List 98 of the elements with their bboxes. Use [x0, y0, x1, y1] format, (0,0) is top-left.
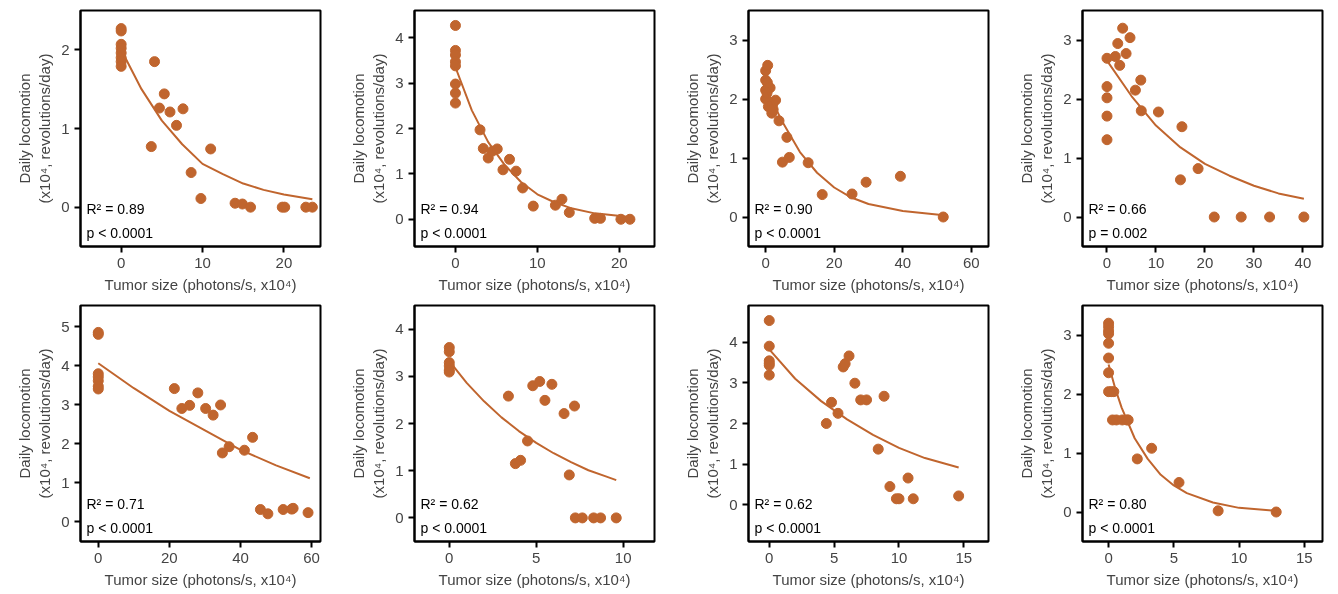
y-tick-label: 1 — [395, 164, 404, 182]
x-tick-label: 60 — [963, 253, 980, 271]
y-tick-label: 1 — [61, 119, 70, 137]
x-tick-label: 10 — [1230, 548, 1248, 566]
x-tick-label: 10 — [1147, 253, 1165, 271]
y-tick-label: 2 — [1063, 90, 1072, 107]
x-tick-label: 40 — [1294, 253, 1312, 271]
x-tick-label: 10 — [529, 253, 546, 271]
y-tick-label: 1 — [61, 473, 70, 491]
y-tick-label: 4 — [395, 320, 404, 338]
y-tick-label: 0 — [395, 210, 404, 228]
annotation: p < 0.0001 — [754, 224, 822, 241]
x-axis-title: Tumor size (photons/s, x10⁴) — [772, 275, 965, 293]
x-tick-label: 5 — [532, 548, 541, 566]
x-tick-label: 5 — [829, 548, 839, 566]
x-axis-title: Tumor size (photons/s, x10⁴) — [104, 275, 297, 293]
annotation: R² = 0.89 — [86, 200, 145, 217]
y-tick-label: 1 — [729, 149, 738, 166]
annotation: R² = 0.62 — [754, 495, 813, 512]
x-tick-label: 0 — [765, 548, 774, 566]
y-tick-label: 2 — [395, 414, 404, 432]
annotation: R² = 0.90 — [754, 200, 813, 217]
annotation: R² = 0.62 — [420, 495, 479, 512]
x-axis-title: Tumor size (photons/s, x10⁴) — [1106, 570, 1299, 588]
x-axis-title: Tumor size (photons/s, x10⁴) — [772, 570, 965, 588]
y-tick-label: 2 — [729, 414, 738, 432]
x-tick-label: 20 — [825, 253, 843, 271]
x-tick-label: 15 — [1295, 548, 1313, 566]
x-axis-title: Tumor size (photons/s, x10⁴) — [1106, 275, 1299, 293]
annotation: R² = 0.94 — [420, 200, 479, 217]
x-tick-label: 0 — [1102, 253, 1112, 271]
y-tick-label: 4 — [61, 356, 70, 374]
x-tick-label: 0 — [94, 548, 103, 566]
x-tick-label: 10 — [614, 548, 632, 566]
y-axis-title: Daily locomotion (x10⁴, revolutions/day) — [15, 53, 54, 204]
x-tick-label: 15 — [955, 548, 973, 566]
y-tick-label: 3 — [61, 395, 70, 413]
y-tick-label: 0 — [61, 513, 70, 530]
y-tick-label: 0 — [1063, 208, 1072, 225]
y-tick-label: 2 — [1063, 385, 1072, 402]
annotation: p < 0.0001 — [754, 519, 822, 536]
y-tick-label: 1 — [1063, 149, 1072, 166]
y-axis-title: Daily locomotion (x10⁴, revolutions/day) — [683, 53, 722, 204]
y-tick-label: 3 — [1063, 326, 1072, 343]
y-axis-title: Daily locomotion (x10⁴, revolutions/day) — [1017, 53, 1056, 204]
annotation: p < 0.0001 — [420, 519, 488, 536]
x-tick-label: 20 — [161, 548, 178, 566]
x-tick-label: 30 — [1245, 253, 1263, 271]
y-tick-label: 2 — [61, 40, 70, 58]
annotation: p = 0.002 — [1088, 224, 1148, 241]
x-tick-label: 0 — [1104, 548, 1113, 566]
y-tick-label: 0 — [61, 198, 70, 216]
y-tick-label: 2 — [61, 434, 70, 452]
y-axis-title: Daily locomotion (x10⁴, revolutions/day) — [15, 348, 54, 499]
y-tick-label: 4 — [729, 333, 738, 351]
y-tick-label: 0 — [395, 508, 404, 526]
x-tick-label: 5 — [1169, 548, 1178, 566]
annotation: R² = 0.80 — [1088, 495, 1147, 512]
x-axis-title: Tumor size (photons/s, x10⁴) — [438, 570, 631, 588]
y-tick-label: 0 — [729, 208, 738, 225]
y-tick-label: 2 — [395, 119, 404, 137]
x-tick-label: 20 — [275, 253, 293, 271]
annotation: R² = 0.71 — [86, 495, 145, 512]
x-tick-label: 0 — [451, 253, 460, 271]
x-tick-label: 40 — [894, 253, 912, 271]
x-axis-title: Tumor size (photons/s, x10⁴) — [104, 570, 297, 588]
x-tick-label: 60 — [303, 548, 320, 566]
y-tick-label: 3 — [1063, 31, 1072, 48]
x-tick-label: 10 — [890, 548, 908, 566]
y-tick-label: 3 — [729, 373, 738, 391]
annotation: p < 0.0001 — [86, 519, 154, 536]
y-tick-label: 5 — [61, 317, 70, 335]
y-tick-label: 3 — [395, 367, 404, 385]
y-axis-title: Daily locomotion (x10⁴, revolutions/day) — [683, 348, 722, 499]
y-axis-title: Daily locomotion (x10⁴, revolutions/day) — [349, 348, 388, 499]
annotation: R² = 0.66 — [1088, 200, 1147, 217]
y-tick-label: 1 — [1063, 444, 1072, 461]
y-tick-label: 0 — [729, 495, 738, 513]
y-tick-label: 1 — [729, 455, 738, 473]
x-tick-label: 40 — [232, 548, 249, 566]
y-tick-label: 4 — [395, 28, 404, 46]
x-tick-label: 10 — [194, 253, 211, 271]
y-tick-label: 1 — [395, 461, 404, 479]
annotation: p < 0.0001 — [420, 224, 488, 241]
x-tick-label: 20 — [1196, 253, 1214, 271]
x-tick-label: 20 — [610, 253, 628, 271]
x-tick-label: 0 — [445, 548, 454, 566]
y-tick-label: 3 — [395, 74, 404, 92]
y-tick-label: 0 — [1063, 503, 1072, 520]
annotation: p < 0.0001 — [86, 224, 154, 241]
x-tick-label: 0 — [117, 253, 126, 271]
y-axis-title: Daily locomotion (x10⁴, revolutions/day) — [349, 53, 388, 204]
y-tick-label: 2 — [729, 90, 738, 107]
y-tick-label: 3 — [729, 31, 738, 48]
y-axis-title: Daily locomotion (x10⁴, revolutions/day) — [1017, 348, 1056, 499]
x-tick-label: 0 — [761, 253, 770, 271]
annotation: p < 0.0001 — [1088, 519, 1156, 536]
x-axis-title: Tumor size (photons/s, x10⁴) — [438, 275, 631, 293]
